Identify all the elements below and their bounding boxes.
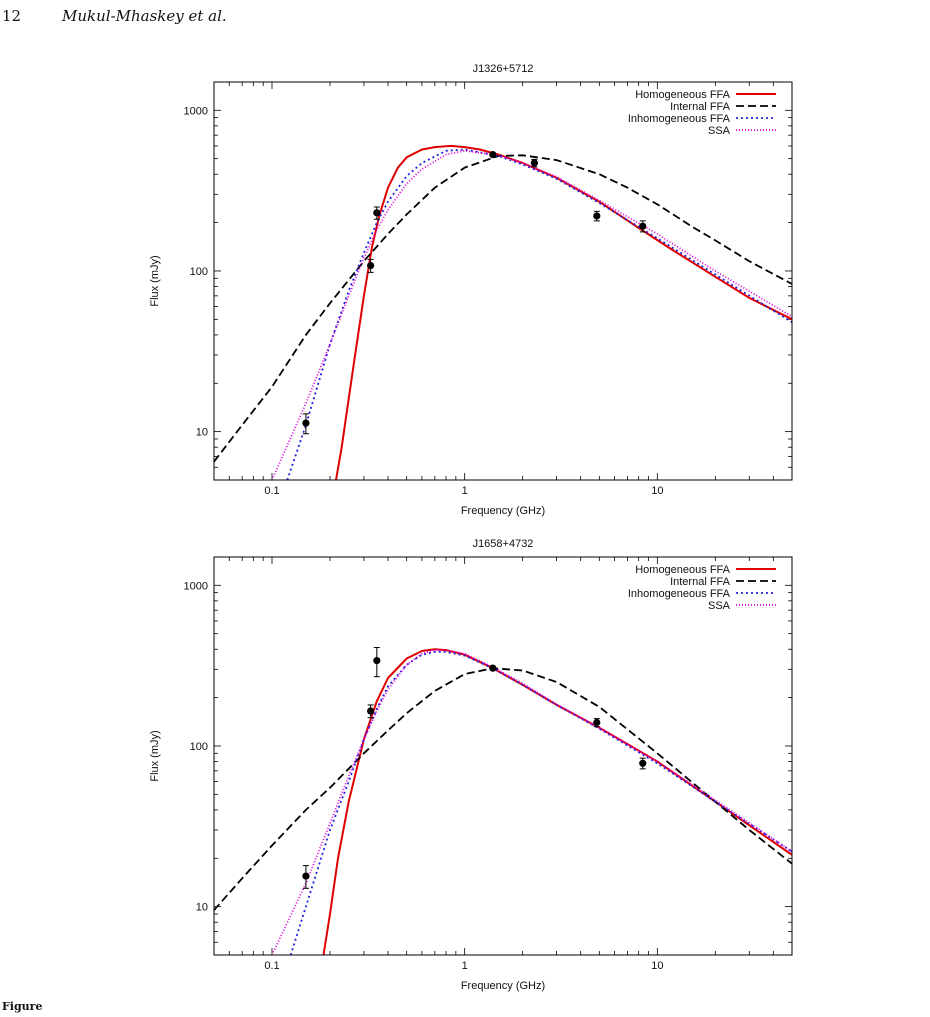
- data-point: [367, 707, 375, 715]
- minor-ticks: [213, 82, 793, 481]
- series-line-ssa: [271, 149, 792, 480]
- y-tick-label: 1000: [184, 580, 208, 592]
- legend-label: Internal FFA: [670, 576, 731, 588]
- figure-caption: Figure: [0, 1000, 930, 1016]
- x-axis-label: Frequency (GHz): [461, 505, 545, 517]
- data-points: [302, 150, 647, 435]
- series-line-internal-ffa: [214, 154, 792, 463]
- data-point: [593, 212, 601, 220]
- legend-label: Inhomogeneous FFA: [628, 113, 731, 125]
- data-point: [373, 656, 381, 665]
- page-header: 12 Mukul-Mhaskey et al.: [0, 3, 930, 31]
- plot-frame: [213, 556, 793, 956]
- legend-label: SSA: [708, 600, 731, 612]
- minor-ticks: [213, 557, 793, 956]
- legend-label: Homogeneous FFA: [635, 564, 730, 576]
- x-tick-label: 0.1: [264, 485, 279, 497]
- data-point: [302, 872, 310, 880]
- legend-label: Homogeneous FFA: [635, 89, 730, 101]
- legend-label: Internal FFA: [670, 101, 731, 113]
- x-tick-label: 1: [462, 960, 468, 972]
- legend-label: SSA: [708, 125, 731, 137]
- chart-j1326: J1326+5712 0.1 1 10 10 100 1000 Frequency (GHz)…: [0, 52, 930, 542]
- data-point: [639, 222, 647, 230]
- data-point: [489, 150, 497, 159]
- series-line-inhomogeneous-ffa: [286, 148, 792, 480]
- plot-frame: [213, 81, 793, 481]
- data-point: [302, 419, 310, 427]
- y-tick-label: 100: [190, 741, 208, 753]
- data-point: [373, 209, 381, 217]
- curves: [214, 648, 792, 955]
- data-point: [593, 718, 601, 727]
- chart-j1658: J1658+4732 0.1 1 10 10 100 1000 Frequency (GHz)…: [0, 527, 930, 1017]
- series-line-homogeneous-ffa: [335, 144, 792, 480]
- curves: [214, 144, 792, 480]
- caption-label: Figure: [2, 1000, 43, 1013]
- series-line-homogeneous-ffa: [322, 648, 792, 955]
- y-tick-label: 10: [196, 902, 208, 914]
- data-point: [489, 664, 497, 672]
- y-tick-label: 1000: [184, 105, 208, 117]
- legend-label: Inhomogeneous FFA: [628, 588, 731, 600]
- x-tick-label: 10: [651, 485, 663, 497]
- series-line-ssa: [271, 649, 792, 955]
- x-tick-label: 10: [651, 960, 663, 972]
- y-axis-label: Flux (mJy): [149, 255, 161, 306]
- chart-title: J1658+4732: [473, 538, 534, 550]
- y-axis-label: Flux (mJy): [149, 730, 161, 781]
- series-line-internal-ffa: [214, 667, 792, 911]
- x-tick-label: 0.1: [264, 960, 279, 972]
- data-points: [302, 647, 647, 889]
- chart-svg: J1658+4732 0.1 1 10 10 100 1000 Frequency (GHz)…: [149, 538, 793, 992]
- series-line-inhomogeneous-ffa: [289, 651, 792, 955]
- chart-title: J1326+5712: [473, 63, 534, 75]
- x-tick-label: 1: [462, 485, 468, 497]
- chart-svg: J1326+5712 0.1 1 10 10 100 1000 Frequency (GHz)…: [149, 63, 793, 517]
- data-point: [367, 261, 375, 270]
- data-point: [530, 159, 538, 167]
- y-tick-label: 10: [196, 427, 208, 439]
- x-axis-label: Frequency (GHz): [461, 980, 545, 992]
- page-number: 12: [2, 7, 22, 25]
- running-head: Mukul-Mhaskey et al.: [62, 7, 227, 25]
- y-tick-label: 100: [190, 266, 208, 278]
- data-point: [639, 759, 647, 767]
